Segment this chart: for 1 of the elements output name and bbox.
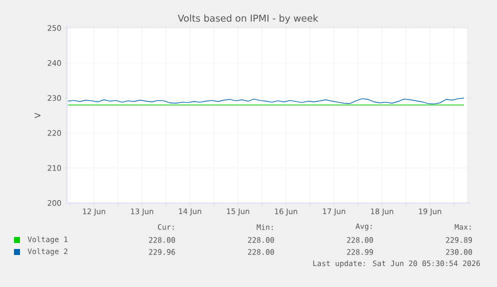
chart-title: Volts based on IPMI - by week xyxy=(178,14,318,24)
